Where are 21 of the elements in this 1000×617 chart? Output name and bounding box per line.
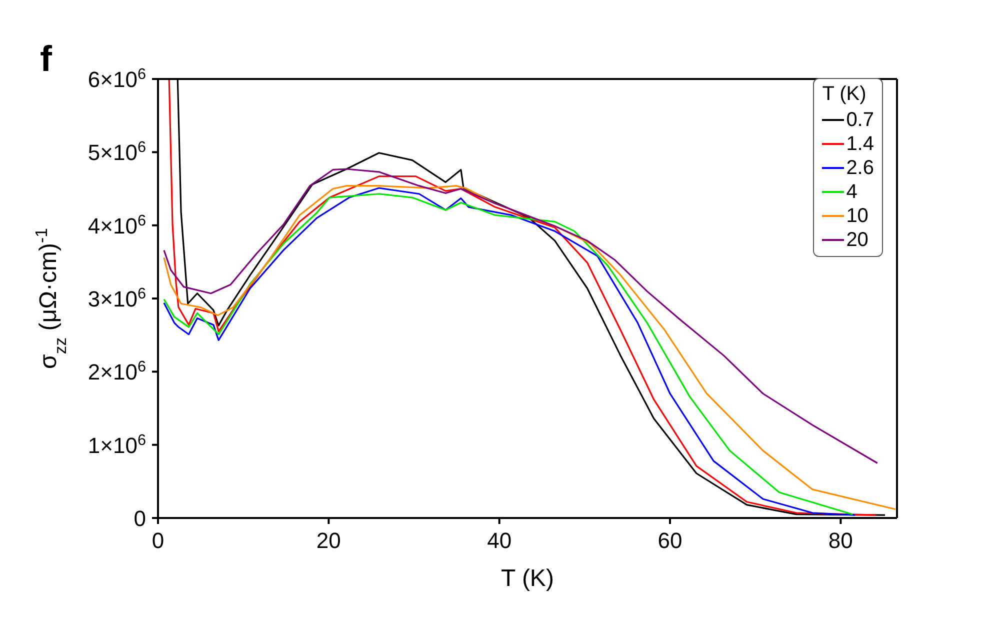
legend-label: 20 [846, 228, 868, 252]
legend-title: T (K) [822, 83, 868, 106]
x-tick-label: 80 [828, 528, 853, 553]
legend-label: 0.7 [846, 108, 874, 132]
y-tick-label: 6×10$^{6}$ [88, 66, 146, 92]
y-tick-label: 1×10$^{6}$ [88, 431, 146, 458]
y-tick-label: 3×10$^{6}$ [88, 285, 146, 312]
chart-title: f [40, 38, 52, 80]
y-tick-label: 0 [134, 506, 146, 531]
legend-label: 4 [846, 180, 858, 204]
x-tick-label: 60 [658, 528, 682, 553]
x-tick-label: 20 [316, 528, 341, 553]
legend-label: 2.6 [846, 156, 874, 180]
y-tick-label: 2×10$^{6}$ [88, 358, 146, 385]
x-tick-label: 40 [487, 528, 512, 553]
legend-label: 10 [846, 204, 868, 228]
legend-label: 1.4 [846, 132, 874, 156]
x-tick-label: 0 [152, 528, 164, 553]
y-tick-label: 5×10$^{6}$ [88, 138, 146, 166]
y-tick-label: 4×10$^{6}$ [88, 212, 146, 238]
x-axis-title: T (K) [501, 565, 554, 592]
